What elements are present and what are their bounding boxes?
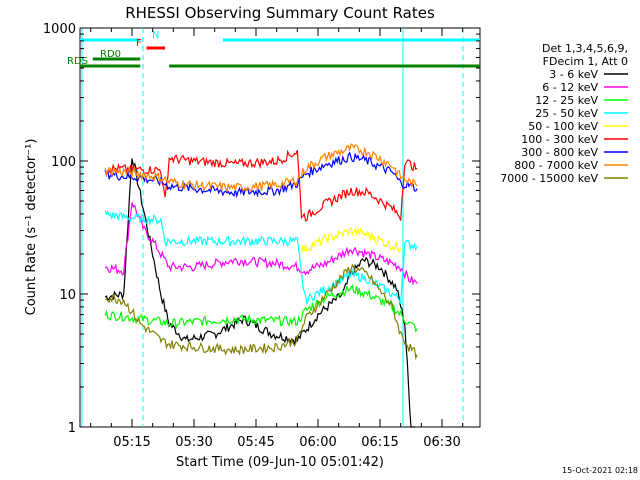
legend-label: 25 - 50 keV [535, 107, 598, 120]
y-tick-label: 1 [68, 421, 76, 436]
legend-header-line-2: FDecim 1, Att 0 [543, 55, 628, 68]
state-bars: NF RD0 RDS [67, 30, 480, 68]
series-line-12-25-kev [104, 284, 418, 333]
state-change-lines [81, 28, 464, 427]
state-bar-label: RDS [67, 56, 88, 67]
x-tick-label: 06:15 [361, 435, 398, 450]
y-tick-label: 1000 [43, 22, 76, 37]
series-line-800-7000-kev [104, 143, 418, 193]
series-line-3-6-kev [104, 158, 416, 428]
legend-label: 50 - 100 keV [528, 120, 598, 133]
x-tick-label: 06:30 [423, 435, 460, 450]
series-line-100-300-kev [104, 149, 418, 222]
x-tick-label: 05:15 [113, 435, 150, 450]
legend-label: 3 - 6 keV [549, 68, 598, 81]
y-axis-label: Count Rate (s⁻¹ detector⁻¹) [24, 139, 39, 316]
state-bar-label: RD0 [100, 49, 121, 60]
x-tick-label: 05:30 [175, 435, 212, 450]
legend: Det 1,3,4,5,6,9, FDecim 1, Att 0 3 - 6 k… [500, 42, 628, 185]
chart-title: RHESSI Observing Summary Count Rates [125, 4, 435, 22]
state-bar-label: N [152, 30, 159, 41]
legend-label: 800 - 7000 keV [514, 159, 598, 172]
series-line-6-12-kev [104, 202, 418, 286]
legend-header-line-1: Det 1,3,4,5,6,9, [542, 42, 628, 55]
legend-label: 7000 - 15000 keV [500, 172, 598, 185]
y-tick-label: 100 [51, 155, 76, 170]
series-line-25-50-kev [104, 210, 418, 305]
plot-frame [79, 27, 481, 428]
legend-label: 300 - 800 keV [521, 146, 598, 159]
axes-ticks: 1 10 100 1000 05:15 05:30 05:45 06:00 06:15 06:30 [43, 22, 480, 450]
legend-label: 12 - 25 keV [535, 94, 598, 107]
state-bar-label: F [136, 38, 142, 49]
generated-timestamp: 15-Oct-2021 02:18 [562, 466, 638, 475]
series-line-50-100-kev [300, 227, 402, 254]
y-tick-label: 10 [59, 288, 76, 303]
x-axis-label: Start Time (09-Jun-10 05:01:42) [176, 455, 384, 470]
series-group [104, 143, 418, 428]
legend-label: 100 - 300 keV [521, 133, 598, 146]
legend-label: 6 - 12 keV [542, 81, 598, 94]
x-tick-label: 06:00 [299, 435, 336, 450]
series-line-300-800-kev [104, 151, 418, 199]
series-line-7000-15000-kev [104, 263, 418, 360]
x-tick-label: 05:45 [237, 435, 274, 450]
